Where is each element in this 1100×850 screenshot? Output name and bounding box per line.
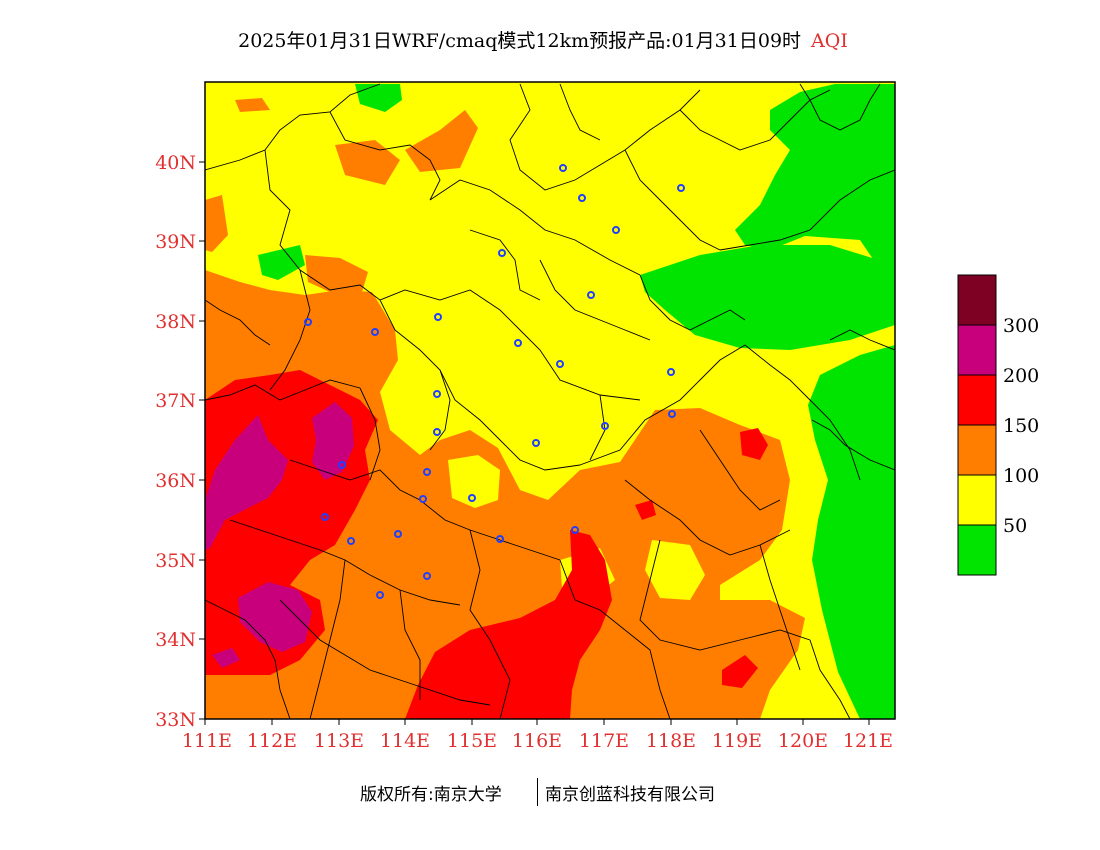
legend-swatch-moderate (957, 474, 997, 526)
lon-label: 120E (778, 730, 828, 752)
lat-label: 35N (155, 550, 196, 572)
lat-label: 34N (155, 629, 196, 651)
city-marker (433, 428, 441, 436)
city-marker (468, 494, 476, 502)
city-marker (304, 318, 312, 326)
city-marker (371, 328, 379, 336)
city-marker (571, 526, 579, 534)
lat-label: 33N (155, 709, 196, 731)
legend-label: 200 (1003, 365, 1039, 387)
copyright-text: 版权所有:南京大学 (360, 785, 502, 805)
lon-label: 121E (843, 730, 893, 752)
city-marker (578, 194, 586, 202)
lon-label: 114E (380, 730, 430, 752)
city-marker (498, 249, 506, 257)
lat-labels: 40N 39N 38N 37N 36N 35N 34N 33N (155, 152, 196, 731)
city-marker (496, 535, 504, 543)
aqi-red-spot-center (635, 500, 656, 520)
map-plot-area (205, 82, 895, 719)
lon-label: 117E (579, 730, 629, 752)
aqi-green-north (355, 84, 402, 112)
lon-label: 115E (447, 730, 497, 752)
legend-label: 50 (1003, 515, 1027, 537)
aqi-green-shandong-coast (808, 345, 895, 719)
lon-label: 113E (314, 730, 364, 752)
aqi-yellow-pocket-2 (645, 540, 705, 600)
aqi-orange-north-spot (235, 98, 270, 112)
city-marker (587, 291, 595, 299)
city-markers (304, 164, 685, 599)
admin-boundaries (205, 83, 895, 719)
lon-label: 116E (512, 730, 562, 752)
title-tag-aqi: AQI (811, 30, 848, 52)
aqi-green-northeast (735, 84, 895, 270)
axis-ticks (199, 161, 870, 725)
legend-swatch-good (957, 524, 997, 576)
city-marker (601, 422, 609, 430)
footer-divider (537, 778, 538, 806)
city-marker (376, 591, 384, 599)
lon-label: 118E (646, 730, 696, 752)
lon-labels: 111E 112E 113E 114E 115E 116E 117E 118E … (182, 730, 893, 752)
lat-label: 38N (155, 311, 196, 333)
company-text: 南京创蓝科技有限公司 (545, 785, 715, 805)
title-main: 2025年01月31日WRF/cmaq模式12km预报产品:01月31日09时 (238, 30, 802, 52)
aqi-purple-center (312, 402, 354, 480)
aqi-orange-mountain (305, 255, 368, 292)
aqi-orange-north-2 (405, 110, 478, 172)
legend-swatch-unhealthy (957, 374, 997, 426)
lat-label: 36N (155, 470, 196, 492)
city-marker (532, 439, 540, 447)
aqi-orange-central-plain (205, 270, 805, 719)
city-marker (559, 164, 567, 172)
city-marker (677, 184, 685, 192)
legend-swatch-sensitive (957, 424, 997, 476)
city-marker (423, 572, 431, 580)
aqi-red-spot-east (740, 428, 768, 460)
legend-swatch-hazardous (957, 274, 997, 326)
city-marker (419, 495, 427, 503)
aqi-purple-small (212, 648, 240, 668)
city-marker (338, 461, 346, 469)
lat-label: 39N (155, 231, 196, 253)
lon-label: 111E (182, 730, 232, 752)
legend-label: 100 (1003, 465, 1039, 487)
city-marker (434, 313, 442, 321)
city-marker (394, 530, 402, 538)
legend-label: 300 (1003, 315, 1039, 337)
city-marker (667, 368, 675, 376)
city-marker (321, 513, 329, 521)
city-marker (556, 360, 564, 368)
lat-label: 37N (155, 390, 196, 412)
aqi-green-bohai (640, 245, 895, 350)
city-marker (612, 226, 620, 234)
aqi-legend (957, 274, 997, 576)
city-marker (433, 390, 441, 398)
legend-label: 150 (1003, 415, 1039, 437)
aqi-green-west (258, 245, 305, 280)
aqi-orange-west-strip (205, 195, 228, 252)
lon-label: 112E (247, 730, 297, 752)
aqi-orange-north-1 (335, 140, 400, 185)
map-title: 2025年01月31日WRF/cmaq模式12km预报产品:01月31日09时 A… (0, 26, 1086, 53)
city-marker (514, 339, 522, 347)
aqi-red-south (405, 530, 612, 719)
aqi-purple-west (205, 415, 288, 550)
lon-label: 119E (712, 730, 762, 752)
city-marker (347, 537, 355, 545)
legend-labels: 50 100 150 200 300 (1003, 315, 1039, 537)
lat-label: 40N (155, 152, 196, 174)
city-marker (668, 410, 676, 418)
aqi-purple-southwest (238, 582, 312, 652)
footer: 版权所有:南京大学 南京创蓝科技有限公司 (0, 778, 1100, 808)
aqi-red-spot-southeast (722, 655, 758, 688)
aqi-yellow-pocket-1 (448, 455, 500, 508)
legend-swatch-very-unhealthy (957, 324, 997, 376)
city-marker (423, 468, 431, 476)
